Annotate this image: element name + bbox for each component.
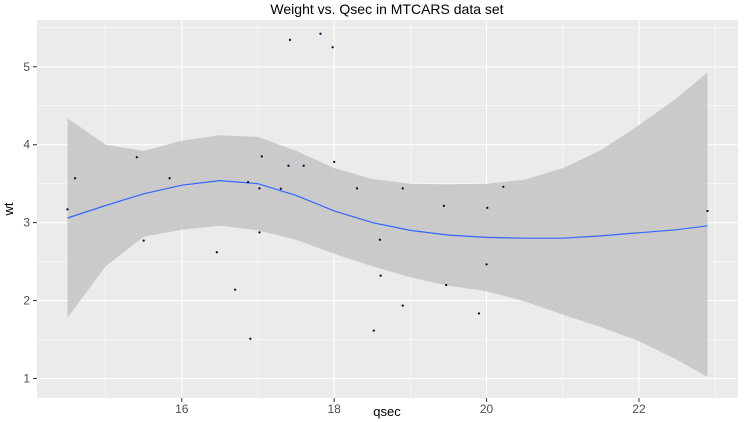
data-point — [486, 206, 489, 209]
data-point — [215, 251, 218, 254]
data-point — [706, 209, 709, 213]
data-point — [249, 337, 252, 340]
data-point — [372, 329, 375, 332]
y-axis-ticks: 1 2 3 4 5 — [23, 60, 37, 386]
data-point — [378, 238, 381, 241]
x-tick-label: 20 — [480, 402, 494, 416]
data-point — [379, 274, 382, 277]
scatter-points — [66, 32, 709, 340]
data-point — [485, 263, 488, 266]
data-point — [142, 239, 145, 242]
data-point — [477, 312, 481, 315]
y-tick-label: 1 — [23, 372, 30, 386]
data-point — [355, 187, 359, 190]
chart-title: Weight vs. Qsec in MTCARS data set — [270, 1, 503, 17]
data-point — [333, 160, 336, 163]
data-point — [445, 283, 448, 287]
x-axis-ticks: 16 18 20 22 — [175, 398, 646, 416]
data-point — [234, 288, 237, 291]
y-tick-label: 5 — [23, 60, 30, 74]
data-point — [288, 38, 292, 41]
data-point — [302, 164, 305, 167]
x-tick-label: 22 — [632, 402, 646, 416]
data-point — [73, 177, 77, 180]
data-point — [287, 164, 290, 167]
data-point — [258, 187, 261, 190]
x-axis-label: qsec — [373, 404, 401, 419]
data-point — [135, 156, 138, 159]
confidence-band — [67, 72, 708, 377]
x-tick-label: 18 — [327, 402, 341, 416]
y-axis-label: wt — [1, 202, 16, 216]
y-tick-label: 3 — [23, 216, 30, 230]
data-point — [66, 208, 69, 211]
loess-fit-line — [67, 179, 708, 239]
data-point — [319, 32, 322, 35]
y-tick-label: 4 — [23, 138, 30, 152]
data-point — [401, 304, 404, 307]
y-tick-label: 2 — [23, 294, 30, 308]
data-point — [246, 181, 250, 184]
data-point — [260, 155, 263, 158]
data-point — [168, 177, 171, 180]
data-point — [279, 187, 282, 190]
data-point — [258, 231, 261, 234]
data-point — [401, 187, 404, 190]
data-point — [331, 46, 334, 49]
x-tick-label: 16 — [175, 402, 189, 416]
data-point — [442, 204, 445, 207]
loess-line-layer — [67, 179, 708, 239]
data-point — [502, 185, 505, 188]
confidence-band-layer — [67, 72, 708, 377]
